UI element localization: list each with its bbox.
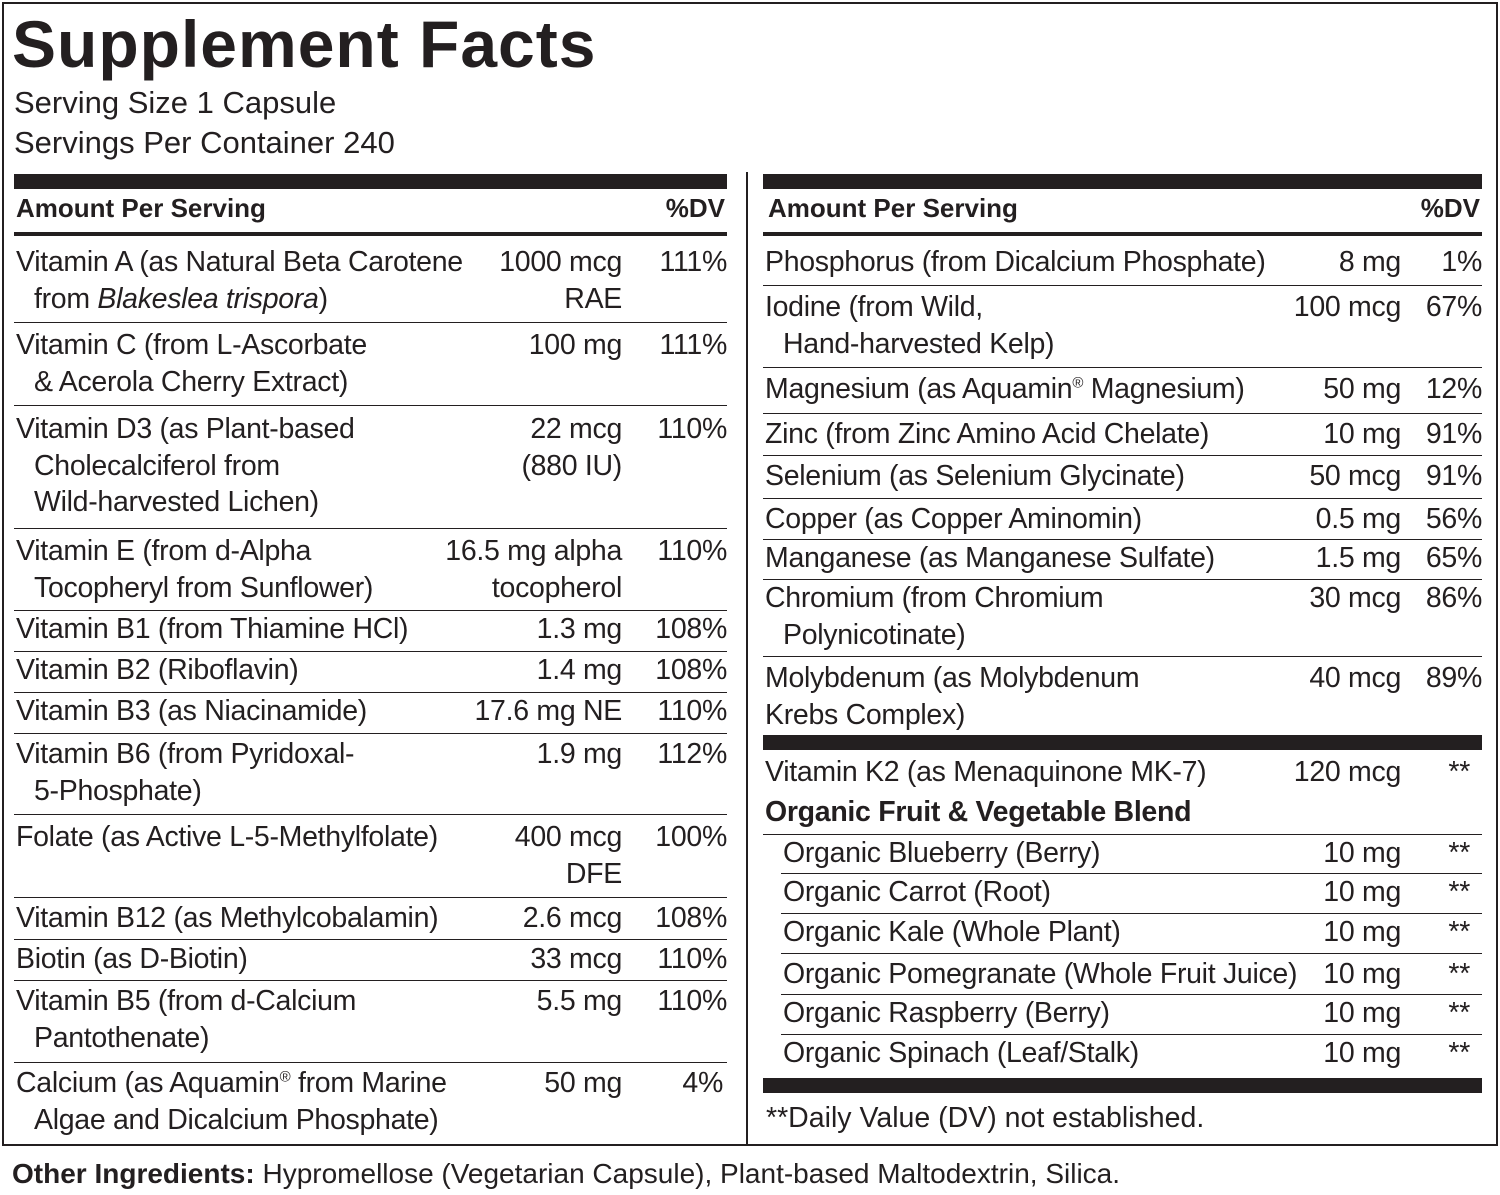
nutrient-row-calcium: Calcium (as Aquamin® from Marine Algae a… bbox=[16, 1067, 723, 1136]
panel-title: Supplement Facts bbox=[12, 7, 597, 81]
nutrient-row-biotin: Biotin (as D-Biotin) 33 mcg 110% bbox=[14, 940, 727, 981]
nutrient-row-chromium: Chromium (from Chromium Polynicotinate) 3… bbox=[763, 580, 1482, 657]
blend-title-row: Organic Fruit & Vegetable Blend bbox=[763, 794, 1482, 835]
nutrient-row-vitamin-d3: Vitamin D3 (as Plant-based Cholecalcifero… bbox=[14, 406, 727, 529]
nutrient-row-vitamin-e: Vitamin E (from d-Alpha Tocopheryl from S… bbox=[14, 529, 727, 611]
servings-per-container: Servings Per Container 240 bbox=[14, 125, 395, 160]
supplement-facts-panel bbox=[2, 2, 1498, 1146]
amount-per-serving-label: Amount Per Serving bbox=[16, 193, 266, 223]
serving-size: Serving Size 1 Capsule bbox=[14, 85, 337, 120]
nutrient-row-vitamin-k2: Vitamin K2 (as Menaquinone MK-7) 120 mcg… bbox=[765, 756, 1470, 788]
blend-section: Vitamin K2 (as Menaquinone MK-7) 120 mcg… bbox=[763, 754, 1482, 1075]
blend-item: Organic Raspberry (Berry) 10 mg ** bbox=[781, 995, 1482, 1035]
other-ingredients: Other Ingredients: Hypromellose (Vegetar… bbox=[12, 1156, 1120, 1192]
nutrient-row-iodine: Iodine (from Wild, Hand-harvested Kelp) 1… bbox=[763, 286, 1482, 368]
nutrient-row-zinc: Zinc (from Zinc Amino Acid Chelate) 10 m… bbox=[763, 414, 1482, 456]
nutrient-row-phosphorus: Phosphorus (from Dicalcium Phosphate) 8 … bbox=[763, 244, 1482, 286]
nutrient-row-vitamin-b2: Vitamin B2 (Riboflavin) 1.4 mg 108% bbox=[14, 652, 727, 693]
blend-item: Organic Carrot (Root) 10 mg ** bbox=[781, 874, 1482, 914]
nutrient-row-vitamin-b6: Vitamin B6 (from Pyridoxal- 5-Phosphate) … bbox=[14, 734, 727, 815]
amount-per-serving-label-right: Amount Per Serving bbox=[768, 193, 1018, 223]
nutrient-row-vitamin-b12: Vitamin B12 (as Methylcobalamin) 2.6 mcg… bbox=[14, 898, 727, 940]
right-nutrient-list: Phosphorus (from Dicalcium Phosphate) 8 … bbox=[763, 244, 1482, 737]
nutrient-row-vitamin-b3: Vitamin B3 (as Niacinamide) 17.6 mg NE 1… bbox=[14, 693, 727, 734]
other-ingredients-label: Other Ingredients: bbox=[12, 1158, 255, 1189]
nutrient-row-vitamin-b1: Vitamin B1 (from Thiamine HCl) 1.3 mg 10… bbox=[14, 611, 727, 652]
blend-item: Organic Pomegranate (Whole Fruit Juice) … bbox=[781, 954, 1482, 995]
header-bar-left bbox=[14, 174, 727, 189]
column-divider bbox=[746, 172, 748, 1144]
header-rule-left bbox=[14, 232, 727, 236]
header-left: Amount Per Serving %DV bbox=[16, 193, 727, 223]
header-right: Amount Per Serving %DV bbox=[768, 193, 1482, 223]
dv-label-right: %DV bbox=[1420, 193, 1480, 223]
nutrient-row-selenium: Selenium (as Selenium Glycinate) 50 mcg … bbox=[763, 456, 1482, 499]
nutrient-row-molybdenum: Molybdenum (as Molybdenum Krebs Complex) … bbox=[765, 662, 1482, 731]
nutrient-row-manganese: Manganese (as Manganese Sulfate) 1.5 mg … bbox=[763, 540, 1482, 580]
other-ingredients-text: Hypromellose (Vegetarian Capsule), Plant… bbox=[254, 1158, 1121, 1189]
blend-item: Organic Spinach (Leaf/Stalk) 10 mg ** bbox=[783, 1037, 1470, 1069]
header-bar-right bbox=[763, 174, 1482, 189]
dv-footnote: **Daily Value (DV) not established. bbox=[766, 1102, 1205, 1134]
section-bar-k2 bbox=[763, 735, 1482, 750]
header-rule-right bbox=[763, 232, 1482, 236]
nutrient-row-folate: Folate (as Active L-5-Methylfolate) 400 … bbox=[14, 815, 727, 898]
nutrient-row-vitamin-a: Vitamin A (as Natural Beta Carotene from… bbox=[14, 244, 727, 323]
blend-item: Organic Blueberry (Berry) 10 mg ** bbox=[781, 835, 1482, 874]
nutrient-row-copper: Copper (as Copper Aminomin) 0.5 mg 56% bbox=[763, 499, 1482, 540]
nutrient-row-vitamin-b5: Vitamin B5 (from d-Calcium Pantothenate) … bbox=[14, 981, 727, 1063]
left-nutrient-list: Vitamin A (as Natural Beta Carotene from… bbox=[14, 244, 727, 1145]
section-bar-footnote bbox=[763, 1078, 1482, 1093]
nutrient-row-vitamin-c: Vitamin C (from L-Ascorbate & Acerola Che… bbox=[14, 323, 727, 406]
nutrient-row-magnesium: Magnesium (as Aquamin® Magnesium) 50 mg … bbox=[763, 368, 1482, 414]
blend-item: Organic Kale (Whole Plant) 10 mg ** bbox=[781, 914, 1482, 954]
dv-label: %DV bbox=[665, 193, 725, 223]
blend-title: Organic Fruit & Vegetable Blend bbox=[765, 796, 1192, 828]
